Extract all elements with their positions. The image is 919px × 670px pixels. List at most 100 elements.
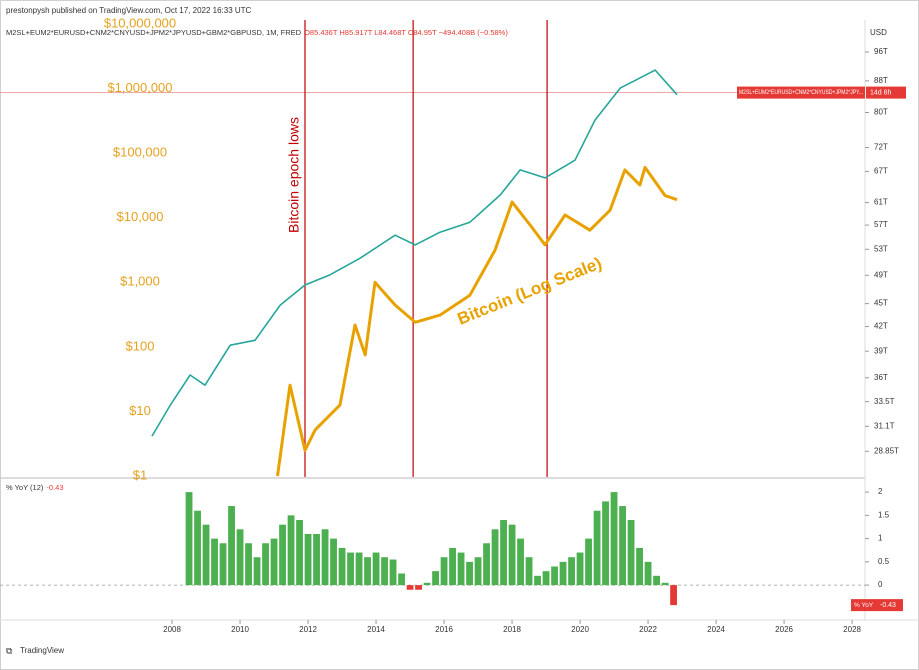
x-tick-label: 2010 [231, 625, 249, 634]
y-tick-label: 1.5 [878, 510, 890, 519]
bar [525, 557, 533, 586]
bar [364, 557, 371, 586]
series-line [151, 69, 678, 437]
bar [372, 552, 380, 586]
bar [381, 557, 388, 586]
x-tick-label: 2028 [843, 625, 861, 634]
bar [474, 557, 482, 586]
bar [228, 506, 235, 586]
bar [245, 543, 252, 586]
series-line [276, 165, 678, 477]
x-tick-label: 2026 [775, 625, 793, 634]
bar [483, 543, 490, 586]
legend-ohlc: O85.436T H85.917T L84.468T C84.95T −494.… [304, 28, 508, 37]
x-tick-label: 2008 [163, 625, 181, 634]
bar [211, 538, 218, 586]
bar [432, 571, 439, 586]
y2-tick-label: $1,000 [120, 274, 160, 289]
bar [389, 559, 397, 586]
footer-logo: ⧉ [6, 645, 13, 655]
price-label: M2SL+EUM2*EURUSD+CNM2*CNYUSD+JPM2*JPY... [739, 90, 863, 96]
indicator-name: % YoY (12) [6, 483, 44, 492]
footer: TradingView [20, 646, 64, 655]
bar [253, 557, 261, 586]
bar [313, 533, 320, 586]
y-tick-label: 53T [874, 244, 888, 253]
y2-tick-label: $10,000 [117, 209, 164, 224]
bar [406, 585, 414, 590]
bar [296, 520, 303, 586]
bar [321, 529, 329, 586]
y-tick-label: 0.5 [878, 557, 890, 566]
bar [236, 529, 244, 586]
y-tick-label: 49T [874, 270, 888, 279]
y-tick-label: 96T [874, 47, 888, 56]
x-tick-label: 2020 [571, 625, 589, 634]
bar [500, 520, 507, 586]
y-tick-label: 57T [874, 220, 888, 229]
x-tick-label: 2022 [639, 625, 657, 634]
bar [202, 524, 210, 586]
y-tick-label: 2 [878, 487, 883, 496]
bar [602, 501, 609, 586]
bar [262, 543, 269, 586]
indicator-value: -0.43 [46, 483, 63, 492]
bar [457, 552, 465, 586]
bar [636, 547, 643, 586]
y2-tick-label: $1 [133, 467, 147, 482]
x-tick-label: 2018 [503, 625, 521, 634]
y2-tick-label: $10 [129, 403, 151, 418]
countdown-box [866, 86, 906, 99]
bar [551, 566, 558, 586]
y-tick-label: 61T [874, 198, 888, 207]
bar [270, 538, 278, 586]
bar [304, 533, 312, 586]
legend-name: M2SL+EUM2*EURUSD+CNM2*CNYUSD+JPM2*JPYUSD… [6, 28, 262, 37]
bar [542, 571, 550, 586]
bar [338, 547, 346, 586]
bar [449, 547, 456, 586]
bar [219, 543, 227, 586]
bar [534, 575, 541, 586]
y-tick-label: 72T [874, 143, 888, 152]
publisher: prestonpysh published on TradingView.com… [6, 6, 252, 15]
indicator-legend: % YoY (12) -0.43 [6, 483, 64, 492]
x-tick-label: 2024 [707, 625, 725, 634]
bar [279, 524, 286, 586]
y-tick-label: 36T [874, 373, 888, 382]
y-tick-label: 42T [874, 322, 888, 331]
y-tick-label: 28.85T [874, 446, 899, 455]
annotation: Bitcoin epoch lows [286, 117, 302, 233]
bar [491, 529, 499, 586]
bar [423, 582, 431, 586]
y2-tick-label: $100,000 [113, 145, 167, 160]
value-tag-box [851, 599, 903, 612]
y-tick-label: 39T [874, 346, 888, 355]
y-tick-label: 67T [874, 167, 888, 176]
value-tag-value: -0.43 [880, 602, 896, 609]
bar [644, 561, 652, 586]
y-tick-label: 80T [874, 108, 888, 117]
countdown: 14d 8h [870, 89, 892, 96]
bar [670, 585, 677, 606]
y-tick-label: 45T [874, 299, 888, 308]
bar [355, 552, 363, 586]
bar [398, 573, 405, 586]
bar [287, 515, 295, 586]
bar [593, 510, 601, 586]
bar [661, 582, 669, 586]
price-label-box [737, 86, 865, 99]
bar [185, 492, 193, 586]
y-tick-label: 1 [878, 534, 883, 543]
bar [627, 520, 635, 586]
value-tag-name: % YoY [854, 602, 874, 609]
x-tick-label: 2012 [299, 625, 317, 634]
bar [440, 557, 448, 586]
y-tick-label: 31.1T [874, 421, 895, 430]
bar [585, 538, 592, 586]
bar [508, 524, 516, 586]
y-tick-label: 33.5T [874, 397, 895, 406]
bar [330, 538, 337, 586]
bar [610, 492, 618, 586]
